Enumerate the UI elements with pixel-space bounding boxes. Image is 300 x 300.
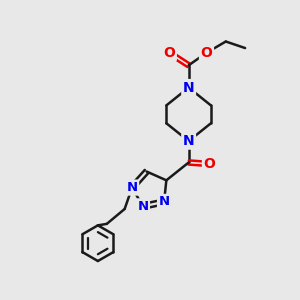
Text: O: O <box>164 46 175 60</box>
Text: N: N <box>137 200 148 213</box>
Text: N: N <box>183 81 194 94</box>
Text: N: N <box>183 134 194 148</box>
Text: N: N <box>158 195 169 208</box>
Text: N: N <box>127 181 138 194</box>
Text: O: O <box>203 157 215 171</box>
Text: O: O <box>200 46 212 60</box>
